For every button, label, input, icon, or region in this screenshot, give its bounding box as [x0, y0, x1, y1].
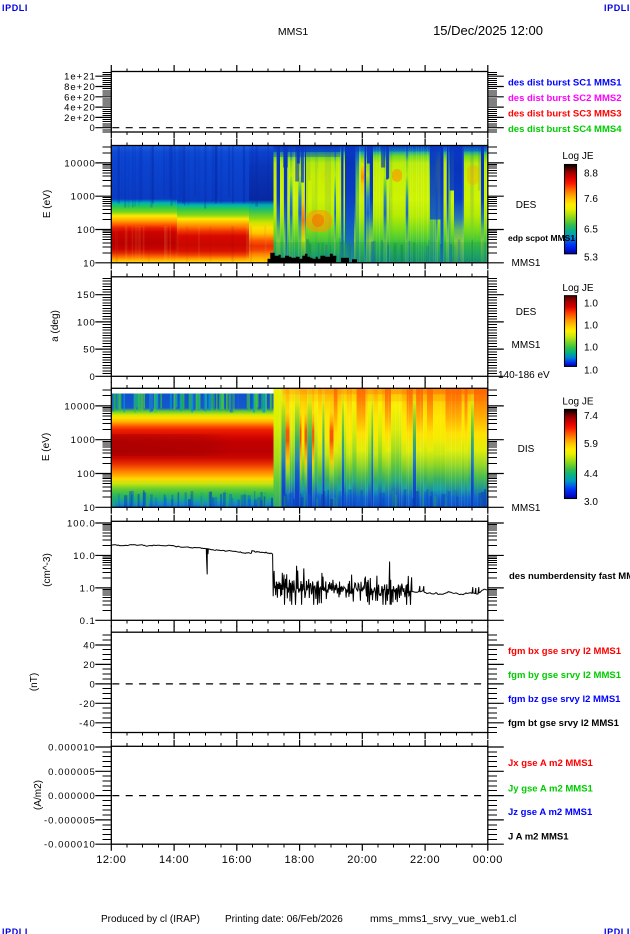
- svg-text:DES: DES: [516, 200, 537, 211]
- svg-text:IPDLI: IPDLI: [2, 3, 28, 13]
- svg-text:-0.000005: -0.000005: [44, 815, 96, 826]
- svg-text:des dist burst SC1 MMS1: des dist burst SC1 MMS1: [508, 78, 622, 89]
- svg-text:Jx gse A m2 MMS1: Jx gse A m2 MMS1: [508, 758, 594, 769]
- svg-text:50: 50: [83, 345, 96, 356]
- svg-text:14:00: 14:00: [159, 854, 189, 866]
- svg-text:0: 0: [90, 123, 96, 134]
- svg-text:0.000005: 0.000005: [48, 767, 96, 778]
- svg-text:18:00: 18:00: [285, 854, 315, 866]
- svg-text:1e+21: 1e+21: [64, 72, 96, 83]
- svg-text:1.0: 1.0: [584, 343, 598, 354]
- svg-text:12:00: 12:00: [96, 854, 126, 866]
- svg-text:100: 100: [77, 469, 96, 480]
- svg-text:100: 100: [77, 225, 96, 236]
- svg-text:Log JE: Log JE: [562, 283, 593, 294]
- svg-text:15/Dec/2025 12:00: 15/Dec/2025 12:00: [433, 23, 543, 38]
- svg-text:MMS1: MMS1: [512, 258, 541, 269]
- svg-text:100: 100: [77, 317, 96, 328]
- svg-text:4e+20: 4e+20: [64, 103, 96, 114]
- svg-text:des dist burst SC3 MMS3: des dist burst SC3 MMS3: [508, 109, 622, 120]
- svg-text:1000: 1000: [71, 192, 96, 203]
- svg-text:DIS: DIS: [518, 444, 535, 455]
- svg-text:Jy gse A m2 MMS1: Jy gse A m2 MMS1: [508, 784, 594, 795]
- svg-text:des dist burst SC4 MMS4: des dist burst SC4 MMS4: [508, 124, 622, 135]
- svg-text:0: 0: [90, 372, 96, 383]
- svg-text:edp scpot MMS1: edp scpot MMS1: [508, 233, 575, 243]
- svg-text:150: 150: [77, 290, 96, 301]
- svg-text:6.5: 6.5: [584, 225, 598, 236]
- svg-text:0: 0: [90, 679, 96, 690]
- svg-text:1.0: 1.0: [584, 366, 598, 377]
- svg-text:140-186 eV: 140-186 eV: [498, 370, 550, 381]
- svg-text:(nT): (nT): [29, 673, 40, 691]
- svg-text:Log JE: Log JE: [562, 397, 593, 408]
- svg-text:des numberdensity fast MMS1: des numberdensity fast MMS1: [509, 571, 630, 582]
- svg-text:22:00: 22:00: [410, 854, 440, 866]
- svg-text:1.0: 1.0: [584, 299, 598, 310]
- svg-text:0.1: 0.1: [80, 616, 96, 627]
- svg-text:10: 10: [83, 503, 96, 514]
- svg-text:10: 10: [83, 258, 96, 269]
- svg-text:Log JE: Log JE: [562, 151, 593, 162]
- svg-text:fgm bz gse srvy l2 MMS1: fgm bz gse srvy l2 MMS1: [508, 694, 621, 705]
- svg-text:E (eV): E (eV): [41, 433, 52, 461]
- svg-text:MMS1: MMS1: [278, 26, 308, 38]
- svg-text:MMS1: MMS1: [512, 340, 541, 351]
- svg-text:Printing date: 06/Feb/2026: Printing date: 06/Feb/2026: [225, 914, 343, 925]
- svg-text:IPDLI: IPDLI: [2, 927, 28, 934]
- svg-text:1.0: 1.0: [80, 583, 96, 594]
- svg-text:0.000010: 0.000010: [48, 743, 96, 754]
- svg-text:-20: -20: [79, 699, 96, 710]
- svg-text:3.0: 3.0: [584, 497, 598, 508]
- svg-text:1.0: 1.0: [584, 321, 598, 332]
- svg-text:fgm bx gse srvy l2 MMS1: fgm bx gse srvy l2 MMS1: [508, 646, 622, 657]
- svg-text:-0.000010: -0.000010: [44, 840, 96, 851]
- svg-text:7.4: 7.4: [584, 411, 598, 422]
- svg-text:6e+20: 6e+20: [64, 92, 96, 103]
- svg-text:(A/m2): (A/m2): [33, 780, 44, 810]
- svg-text:8.8: 8.8: [584, 169, 598, 180]
- svg-text:100.0: 100.0: [67, 519, 96, 530]
- svg-text:10.0: 10.0: [73, 551, 96, 562]
- svg-text:10000: 10000: [64, 158, 95, 169]
- svg-text:a (deg): a (deg): [50, 310, 61, 342]
- svg-text:fgm bt gse srvy l2 MMS1: fgm bt gse srvy l2 MMS1: [508, 718, 620, 729]
- svg-text:(cm^-3): (cm^-3): [42, 553, 53, 587]
- svg-text:Jz gse A m2 MMS1: Jz gse A m2 MMS1: [508, 807, 593, 818]
- svg-text:20: 20: [83, 660, 96, 671]
- svg-text:fgm by gse srvy l2 MMS1: fgm by gse srvy l2 MMS1: [508, 670, 622, 681]
- svg-text:2e+20: 2e+20: [64, 113, 96, 124]
- svg-text:J A m2 MMS1: J A m2 MMS1: [508, 832, 569, 843]
- svg-text:5.9: 5.9: [584, 439, 598, 450]
- svg-text:des dist burst SC2 MMS2: des dist burst SC2 MMS2: [508, 93, 622, 104]
- svg-text:7.6: 7.6: [584, 194, 598, 205]
- svg-text:5.3: 5.3: [584, 253, 598, 264]
- svg-text:E (eV): E (eV): [42, 190, 53, 218]
- svg-text:8e+20: 8e+20: [64, 82, 96, 93]
- svg-text:40: 40: [83, 641, 96, 652]
- svg-text:0.000000: 0.000000: [48, 791, 96, 802]
- svg-text:1000: 1000: [71, 435, 96, 446]
- svg-text:MMS1: MMS1: [512, 503, 541, 514]
- svg-text:00:00: 00:00: [473, 854, 503, 866]
- svg-text:mms_mms1_srvy_vue_web1.cl: mms_mms1_srvy_vue_web1.cl: [370, 913, 516, 925]
- svg-text:20:00: 20:00: [347, 854, 377, 866]
- svg-text:IPDLI: IPDLI: [604, 3, 630, 13]
- svg-text:16:00: 16:00: [222, 854, 252, 866]
- svg-text:DES: DES: [516, 307, 537, 318]
- svg-text:Produced by cl (IRAP): Produced by cl (IRAP): [101, 914, 200, 925]
- svg-text:4.4: 4.4: [584, 469, 598, 480]
- svg-text:IPDLI: IPDLI: [604, 927, 630, 934]
- svg-text:10000: 10000: [64, 401, 95, 412]
- svg-text:-40: -40: [79, 718, 96, 729]
